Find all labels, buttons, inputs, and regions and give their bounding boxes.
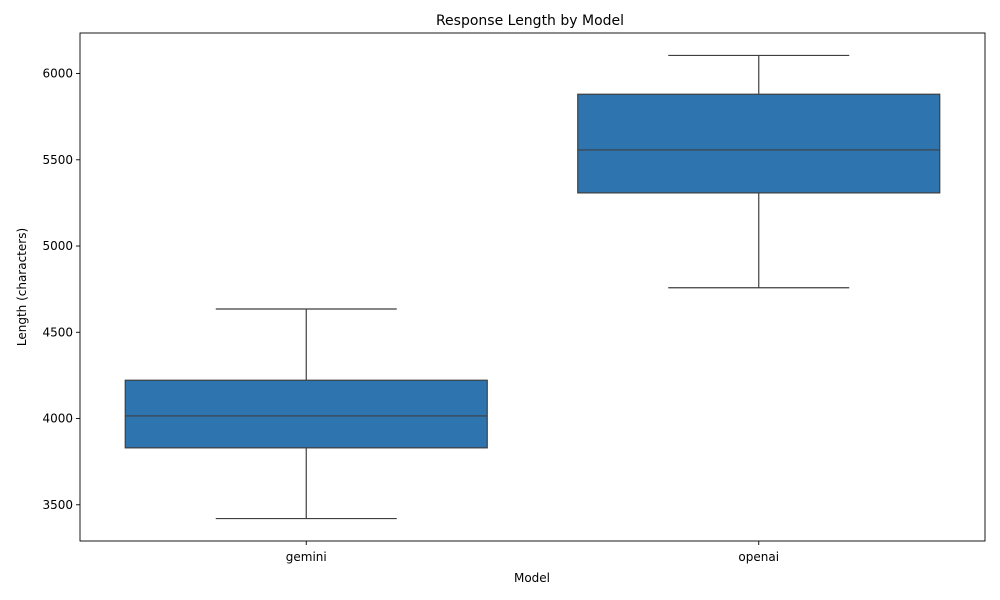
- iqr-box: [577, 93, 941, 194]
- y-tick-label: 5500: [42, 153, 73, 167]
- x-tick-label: gemini: [286, 550, 327, 564]
- x-tick-label: openai: [738, 550, 779, 564]
- box-gemini: [124, 308, 488, 520]
- plot-area-frame: [79, 32, 986, 542]
- y-axis: 3500 4000 4500 5000 5500 6000: [42, 67, 80, 512]
- y-tick-label: 4500: [42, 325, 73, 339]
- y-tick-label: 4000: [42, 412, 73, 426]
- y-tick-label: 6000: [42, 67, 73, 81]
- y-tick-label: 5000: [42, 239, 73, 253]
- chart-title: Response Length by Model: [436, 13, 624, 29]
- box-series: [124, 54, 941, 520]
- x-axis: gemini openai: [286, 541, 779, 564]
- box-openai: [577, 54, 941, 289]
- y-axis-label: Length (characters): [15, 228, 29, 346]
- y-tick-label: 3500: [42, 498, 73, 512]
- iqr-box: [124, 379, 488, 449]
- x-axis-label: Model: [514, 571, 550, 585]
